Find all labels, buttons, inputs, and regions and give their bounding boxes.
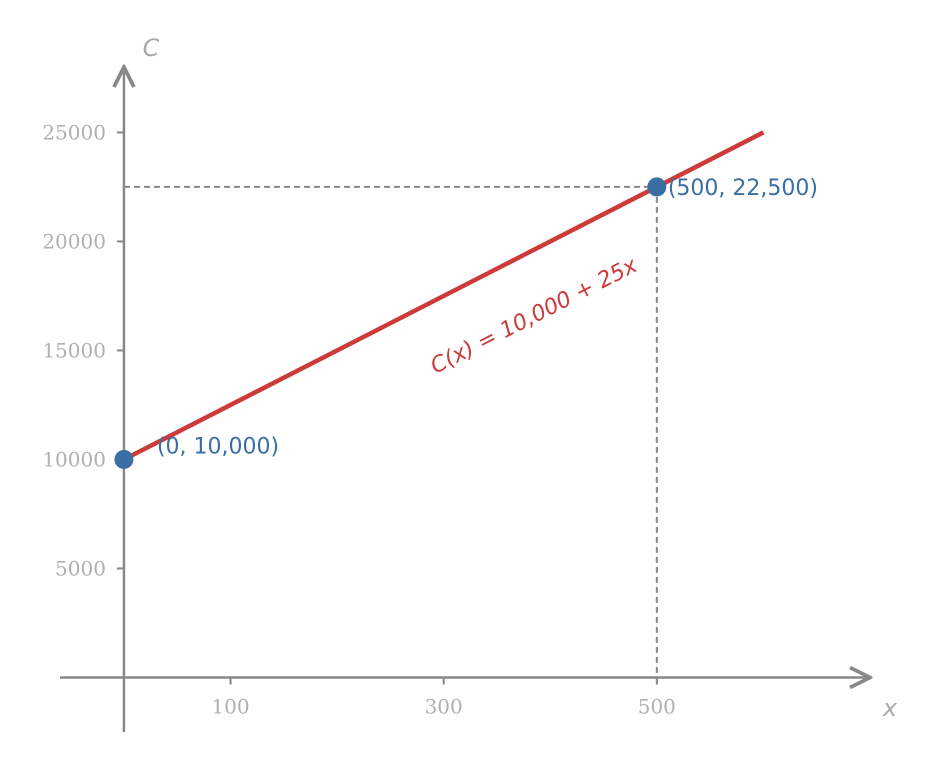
equation-label: C(x) = 10,000 + 25x xyxy=(427,253,643,380)
point-label: (0, 10,000) xyxy=(157,434,279,459)
point-label: (500, 22,500) xyxy=(668,176,818,201)
point xyxy=(647,177,667,197)
y-tick-label: 15000 xyxy=(42,338,106,362)
point xyxy=(114,449,134,469)
y-tick-label: 25000 xyxy=(42,120,106,144)
x-tick-label: 300 xyxy=(425,694,463,718)
y-tick-label: 5000 xyxy=(55,556,106,580)
y-tick-label: 20000 xyxy=(42,229,106,253)
x-tick-label: 100 xyxy=(211,694,249,718)
x-axis-label: x xyxy=(882,694,898,722)
x-tick-label: 500 xyxy=(638,694,676,718)
y-axis-label: C xyxy=(143,34,160,62)
y-tick-label: 10000 xyxy=(42,447,106,471)
